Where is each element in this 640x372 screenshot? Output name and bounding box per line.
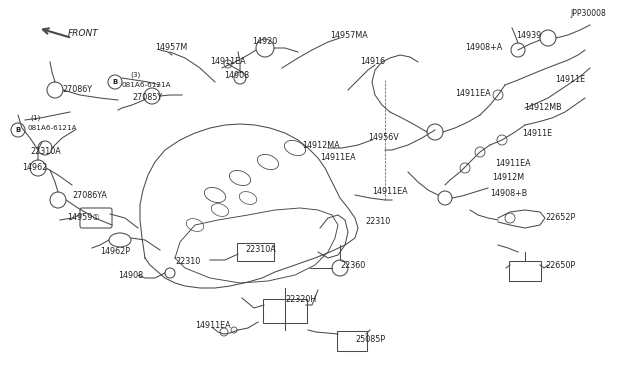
Text: 14916: 14916	[360, 58, 385, 67]
Text: JPP30008: JPP30008	[570, 10, 605, 19]
Text: 14908: 14908	[118, 270, 143, 279]
Text: 14962P: 14962P	[100, 247, 130, 257]
Text: 14908: 14908	[224, 71, 249, 80]
Text: 14911EA: 14911EA	[372, 187, 408, 196]
Text: 14920: 14920	[252, 38, 277, 46]
Text: (3): (3)	[130, 72, 140, 78]
Text: 14911EA: 14911EA	[210, 58, 246, 67]
Text: 14912MA: 14912MA	[302, 141, 340, 150]
Text: 22310A: 22310A	[245, 246, 276, 254]
Text: 27086YA: 27086YA	[72, 192, 107, 201]
Text: 14912MB: 14912MB	[524, 103, 562, 112]
Text: 22310A: 22310A	[30, 147, 61, 155]
Text: 22310: 22310	[365, 218, 390, 227]
Text: 081A6-6121A: 081A6-6121A	[122, 82, 172, 88]
Text: 14911E: 14911E	[555, 76, 585, 84]
Text: 14939: 14939	[516, 31, 541, 39]
Text: 14956V: 14956V	[368, 132, 399, 141]
Text: 27085Y: 27085Y	[132, 93, 162, 102]
Text: 081A6-6121A: 081A6-6121A	[27, 125, 77, 131]
Text: FRONT: FRONT	[68, 29, 99, 38]
Text: 14912M: 14912M	[492, 173, 524, 182]
Text: 14959①: 14959①	[67, 214, 99, 222]
Text: 14957MA: 14957MA	[330, 31, 368, 39]
Text: 27086Y: 27086Y	[62, 86, 92, 94]
Text: 22360: 22360	[340, 260, 365, 269]
Text: 22310: 22310	[175, 257, 200, 266]
Text: B: B	[15, 127, 20, 133]
Text: 14908+A: 14908+A	[465, 42, 502, 51]
Text: 14957M: 14957M	[155, 44, 188, 52]
Text: 22650P: 22650P	[545, 260, 575, 269]
Text: 25085P: 25085P	[355, 336, 385, 344]
Text: 14911EA: 14911EA	[195, 321, 230, 330]
Text: B: B	[113, 79, 118, 85]
Text: 14911EA: 14911EA	[495, 158, 531, 167]
Text: 22320H: 22320H	[285, 295, 316, 305]
Text: 22652P: 22652P	[545, 214, 575, 222]
Text: (1): (1)	[30, 115, 40, 121]
Text: 14962: 14962	[22, 164, 47, 173]
Text: 14911EA: 14911EA	[320, 154, 356, 163]
Text: 14911EA: 14911EA	[455, 90, 491, 99]
Text: 14908+B: 14908+B	[490, 189, 527, 198]
Text: 14911E: 14911E	[522, 128, 552, 138]
